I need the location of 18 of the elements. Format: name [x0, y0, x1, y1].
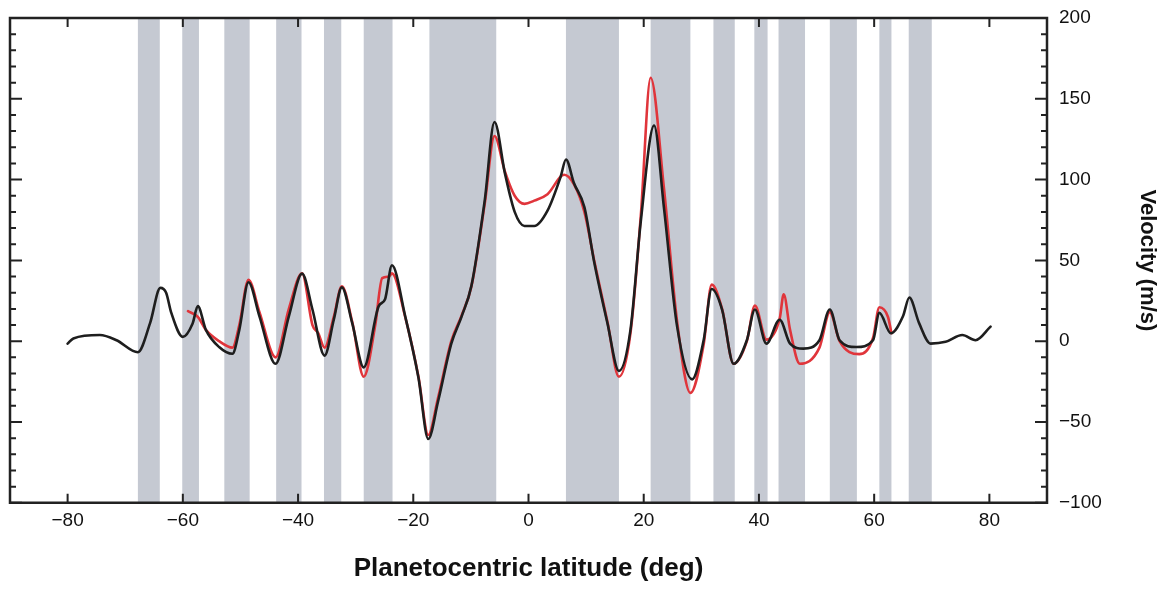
- x-tick-label: 60: [863, 508, 885, 530]
- y-tick-label: 50: [1059, 248, 1081, 270]
- y-axis-title: Velocity (m/s): [1135, 189, 1161, 332]
- y-tick-label: −50: [1059, 410, 1092, 432]
- x-tick-label: 40: [748, 508, 770, 530]
- x-tick-label: −80: [51, 508, 84, 530]
- y-tick-label: 200: [1059, 6, 1091, 28]
- x-tick-label: −20: [397, 508, 430, 530]
- y-tick-label: 0: [1059, 329, 1070, 351]
- y-tick-label: 150: [1059, 87, 1091, 109]
- x-axis-title: Planetocentric latitude (deg): [353, 551, 704, 582]
- x-tick-label: 20: [633, 508, 655, 530]
- y-tick-label: −100: [1059, 491, 1102, 513]
- x-tick-label: −60: [166, 508, 199, 530]
- x-tick-label: 80: [978, 508, 1000, 530]
- y-tick-label: 100: [1059, 167, 1091, 189]
- x-tick-label: 0: [523, 508, 534, 530]
- x-tick-label: −40: [281, 508, 315, 530]
